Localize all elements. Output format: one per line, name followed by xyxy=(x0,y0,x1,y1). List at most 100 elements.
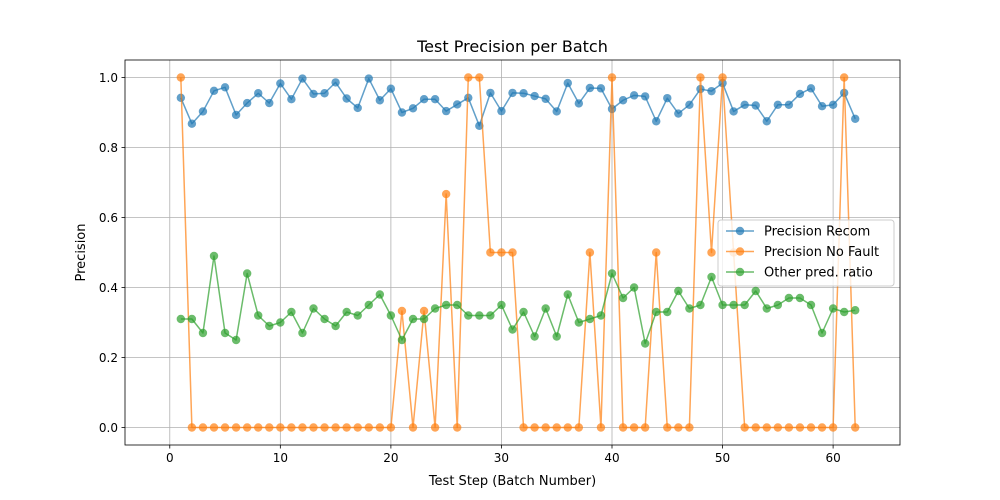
legend-label: Other pred. ratio xyxy=(764,266,873,281)
data-point-precision-recom xyxy=(519,89,528,98)
data-point-other-pred-ratio xyxy=(640,339,650,348)
data-point-precision-recom xyxy=(795,89,805,99)
data-point-other-pred-ratio xyxy=(828,304,838,313)
data-point-precision-no-fault xyxy=(596,423,606,432)
series-precision-no-fault xyxy=(176,73,860,432)
x-axis-label: Test Step (Batch Number) xyxy=(428,474,596,489)
data-point-precision-recom xyxy=(663,93,672,103)
data-point-precision-no-fault xyxy=(464,73,473,82)
data-point-other-pred-ratio xyxy=(220,328,230,338)
data-point-precision-recom xyxy=(751,101,760,110)
x-tick-label: 20 xyxy=(383,451,398,465)
legend-item-precision-no-fault: Precision No Fault xyxy=(726,245,879,260)
data-point-other-pred-ratio xyxy=(375,290,385,299)
y-tick-label: 0.0 xyxy=(99,421,118,435)
data-point-precision-no-fault xyxy=(508,248,517,257)
y-tick-label: 0.8 xyxy=(99,141,118,155)
data-point-other-pred-ratio xyxy=(309,304,318,313)
data-point-precision-recom xyxy=(596,84,606,93)
data-point-other-pred-ratio xyxy=(265,321,274,331)
data-point-precision-no-fault xyxy=(364,423,373,432)
data-point-precision-no-fault xyxy=(176,73,186,82)
data-point-other-pred-ratio xyxy=(519,307,528,317)
data-point-precision-recom xyxy=(585,83,595,93)
data-point-precision-recom xyxy=(242,98,252,108)
data-point-precision-no-fault xyxy=(419,306,429,316)
data-point-precision-no-fault xyxy=(309,423,318,432)
data-point-other-pred-ratio xyxy=(552,332,561,341)
legend-label: Precision No Fault xyxy=(764,245,879,260)
data-point-precision-recom xyxy=(574,99,584,108)
data-point-precision-no-fault xyxy=(254,423,263,432)
data-point-other-pred-ratio xyxy=(353,311,362,320)
x-tick-label: 60 xyxy=(825,451,840,465)
data-point-other-pred-ratio xyxy=(674,286,683,296)
plot-frame xyxy=(124,59,901,446)
data-point-other-pred-ratio xyxy=(652,307,661,317)
data-point-precision-recom xyxy=(552,107,561,116)
chart-title: Test Precision per Batch xyxy=(416,37,608,56)
data-point-precision-recom xyxy=(652,117,661,126)
data-point-precision-no-fault xyxy=(740,423,749,432)
data-point-precision-no-fault xyxy=(441,189,451,199)
data-point-precision-no-fault xyxy=(718,73,727,82)
data-point-precision-no-fault xyxy=(430,423,440,432)
y-tick-label: 0.6 xyxy=(99,211,118,225)
data-point-other-pred-ratio xyxy=(784,293,794,303)
y-tick-label: 1.0 xyxy=(99,71,118,85)
data-point-precision-recom xyxy=(353,103,362,113)
data-point-other-pred-ratio xyxy=(475,311,484,320)
data-point-precision-no-fault xyxy=(773,423,783,432)
x-tick-label: 50 xyxy=(715,451,730,465)
data-point-precision-no-fault xyxy=(707,248,716,257)
data-point-precision-no-fault xyxy=(220,423,230,432)
data-point-precision-no-fault xyxy=(519,423,528,432)
data-point-precision-recom xyxy=(618,96,628,105)
data-point-precision-recom xyxy=(430,95,440,104)
data-point-other-pred-ratio xyxy=(773,300,783,310)
legend-item-other-pred-ratio: Other pred. ratio xyxy=(726,266,873,281)
data-point-other-pred-ratio xyxy=(254,311,263,320)
data-point-other-pred-ratio xyxy=(419,314,429,324)
data-point-precision-recom xyxy=(508,88,517,98)
data-point-precision-recom xyxy=(220,83,230,92)
data-point-precision-no-fault xyxy=(453,423,462,432)
data-point-precision-recom xyxy=(773,100,783,110)
legend-box xyxy=(717,219,895,287)
data-point-precision-no-fault xyxy=(585,248,595,257)
data-point-precision-recom xyxy=(419,95,429,104)
data-point-precision-no-fault xyxy=(408,423,418,432)
data-point-other-pred-ratio xyxy=(806,300,816,310)
data-point-precision-no-fault xyxy=(287,423,296,432)
data-point-precision-no-fault xyxy=(574,423,584,432)
data-point-other-pred-ratio xyxy=(453,300,462,310)
data-point-precision-recom xyxy=(486,88,495,98)
data-point-other-pred-ratio xyxy=(231,335,241,345)
data-point-precision-no-fault xyxy=(640,423,650,432)
x-tick-label: 10 xyxy=(273,451,288,465)
data-point-other-pred-ratio xyxy=(364,300,373,310)
series-other-pred-ratio xyxy=(176,251,860,348)
data-point-precision-no-fault xyxy=(552,423,561,432)
y-tick-label: 0.2 xyxy=(99,351,118,365)
x-tick-label: 40 xyxy=(604,451,619,465)
data-point-precision-no-fault xyxy=(839,73,849,82)
data-point-precision-no-fault xyxy=(320,423,329,432)
data-point-other-pred-ratio xyxy=(607,269,617,278)
data-point-precision-recom xyxy=(231,110,241,120)
data-point-precision-recom xyxy=(453,100,462,109)
data-point-precision-no-fault xyxy=(696,73,705,82)
data-point-other-pred-ratio xyxy=(430,304,440,313)
data-point-other-pred-ratio xyxy=(751,286,760,296)
data-point-precision-no-fault xyxy=(541,423,550,432)
data-point-precision-no-fault xyxy=(607,73,617,82)
legend-item-precision-recom: Precision Recom xyxy=(726,225,870,240)
data-point-precision-no-fault xyxy=(817,423,827,432)
data-point-other-pred-ratio xyxy=(663,307,672,317)
data-point-precision-no-fault xyxy=(618,423,628,432)
data-point-precision-recom xyxy=(342,94,351,103)
data-point-precision-recom xyxy=(276,79,285,88)
data-point-other-pred-ratio xyxy=(762,304,771,313)
data-series xyxy=(176,73,860,432)
